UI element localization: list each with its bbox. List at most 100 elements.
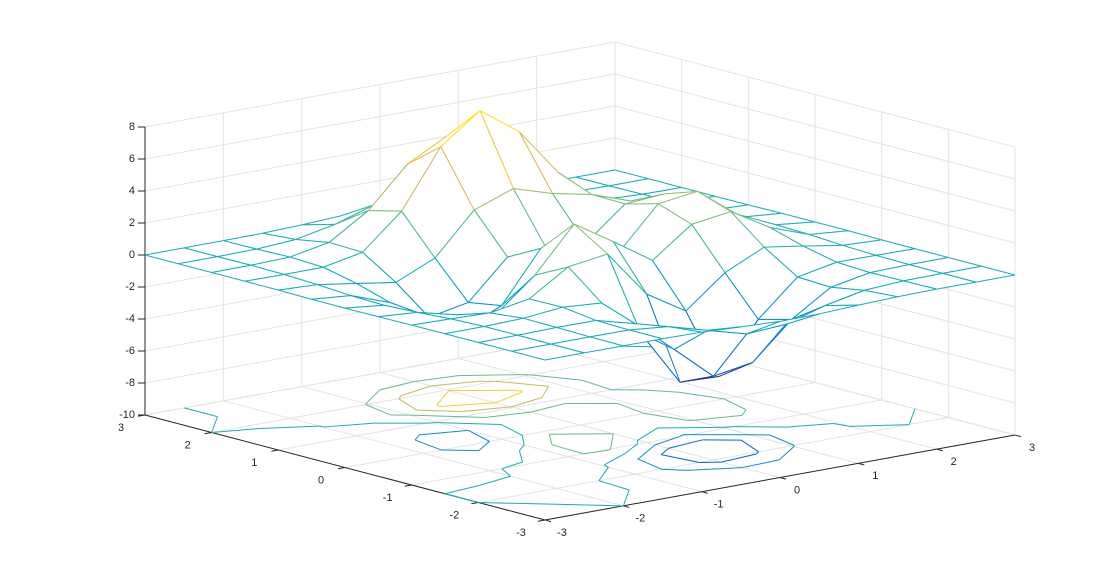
tick-mark [404,484,412,487]
mesh-edge [223,240,257,250]
contour-line [261,425,320,429]
contour-line [416,409,463,412]
mesh-face [435,209,508,303]
mesh-edge [748,204,782,214]
mesh-face [613,241,686,311]
tick-mark [471,502,479,505]
grid-line [344,382,816,468]
mesh-edge [673,329,708,350]
mesh-edge [779,313,820,322]
y-tick-label: -1 [383,492,393,504]
contour-line [694,414,742,421]
mesh-face [742,213,815,225]
tick-mark [337,467,346,470]
mesh-face [395,257,469,318]
contour-line [500,424,523,436]
mesh-edge [178,256,218,265]
mesh-edge [256,248,291,258]
mesh-edge [362,210,403,253]
contour-line [438,422,502,425]
contour-line [462,416,486,418]
mesh-edge [589,329,630,338]
mesh-edge [875,254,910,266]
mesh-face [519,131,592,195]
mesh-edge [478,342,512,352]
mesh-face [562,303,635,324]
mesh-edge [948,257,982,267]
mesh-edge [184,240,224,249]
x-tick-label: 0 [794,484,800,496]
mesh-edge [591,193,626,205]
mesh-edge [411,318,451,326]
grid-line [478,417,949,503]
contour-line [581,379,612,391]
y-tick-label: 1 [251,457,257,469]
mesh-edge [517,334,551,345]
mesh-edge [552,193,592,195]
contour-line [655,435,681,446]
mesh-edge [534,223,575,276]
y-axis-line [144,414,546,521]
mesh-face [368,146,441,212]
mesh-edge [356,282,396,285]
mesh-edge [223,232,263,242]
grid-line [614,41,1016,148]
mesh-face [440,110,514,210]
mesh-face [803,245,876,263]
mesh-edge [573,223,614,243]
mesh-edge [573,223,608,255]
x-tick-label: 1 [872,470,878,482]
z-tick-label: -2 [125,281,135,293]
mesh-edge [511,343,551,352]
mesh-edge [367,163,408,211]
z-tick-label: -10 [119,409,135,421]
mesh-edge [809,234,843,246]
contour-line [436,390,450,406]
mesh-edge [648,178,682,188]
contour-line [211,416,218,433]
mesh-edge [568,253,608,268]
contour-line [431,380,480,387]
mesh-edge [507,247,541,258]
mesh-edge [618,203,659,253]
contour-line [442,402,496,407]
mesh-edge [707,326,741,331]
mesh-edge [456,312,491,316]
mesh-face [725,247,798,320]
mesh-edge [842,239,882,246]
mesh-edge [642,187,682,195]
mesh-edge [936,281,976,290]
contour-line [426,422,439,424]
contour-line [657,426,722,429]
contour-line [468,429,490,442]
mesh-edge [278,289,312,300]
mesh-edge [512,188,548,250]
mesh-edge [518,131,553,194]
mesh-edge [301,223,336,226]
x-tick-label: -1 [714,499,724,511]
contour-line [741,409,747,416]
mesh-edge [864,280,904,291]
mesh-face [591,194,665,205]
contour-line [211,427,262,433]
mesh-face [707,321,780,334]
mesh-edge [740,320,781,328]
mesh-face [652,224,725,311]
mesh-edge [836,254,876,263]
mesh-face [474,188,547,258]
contour-line [849,424,910,427]
contour-line [637,458,663,470]
grid-line [144,73,616,160]
contour-line [398,395,402,400]
contour-line [510,397,542,408]
mesh-edge [673,348,714,377]
mesh-face [775,222,849,235]
mesh-edge [558,172,592,195]
mesh-edge [284,274,318,286]
mesh-edge [942,272,976,283]
contour-line [479,475,511,486]
contour-line [444,493,479,503]
contour-line [521,435,525,446]
mesh-face [830,272,904,291]
contour-line [603,453,625,466]
